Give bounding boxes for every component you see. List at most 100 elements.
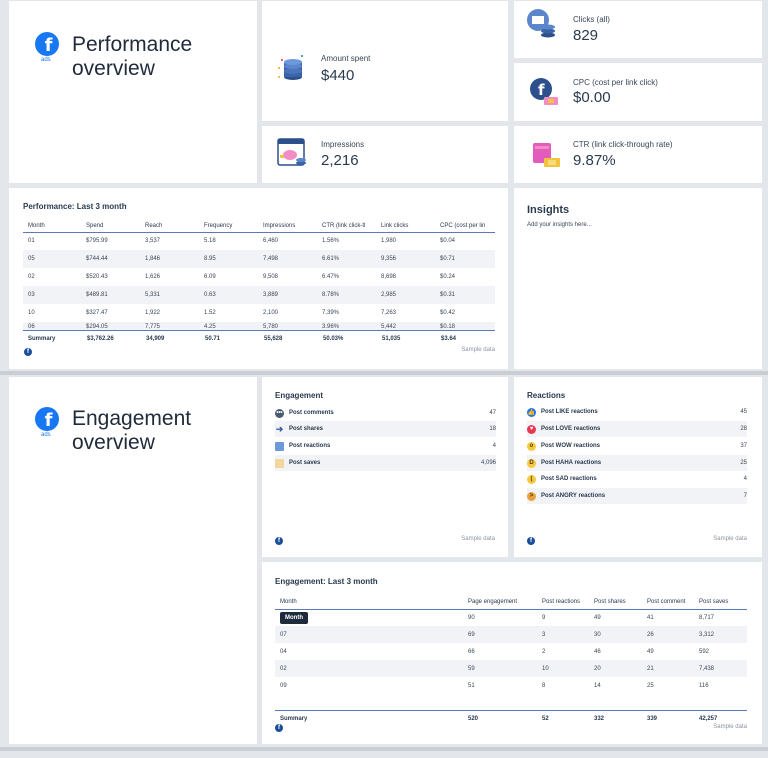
list-item-label: Post SAD reactions — [541, 476, 597, 482]
kpi-value: $0.00 — [573, 89, 611, 106]
sample-data-label: Sample data — [713, 724, 747, 730]
list-item-label: Post comments — [289, 410, 334, 416]
kpi-label: CPC (cost per link click) — [573, 78, 658, 87]
summary-cell: 51,035 — [382, 336, 401, 342]
column-header[interactable]: Frequency — [199, 220, 258, 233]
table-cell: 03 — [23, 286, 81, 304]
summary-cell: 34,909 — [146, 336, 165, 342]
column-header[interactable]: Impressions — [258, 220, 317, 233]
list-item-value: 18 — [489, 426, 496, 432]
list-item-value: 25 — [740, 460, 747, 466]
table-row: 07 69 3 30 26 3,312 — [275, 626, 747, 643]
table-cell: 4.25 — [199, 322, 258, 330]
angry-icon: > — [527, 491, 536, 501]
table-cell: 1,626 — [145, 274, 161, 280]
table-row: 01 $795.99 3,537 5.18 6,460 1.56% 1,980 $0.04 — [23, 232, 495, 250]
facebook-icon: f — [35, 407, 59, 431]
engagement-table-card: Engagement: Last 3 month f Sample data — [262, 562, 762, 744]
facebook-icon: f — [24, 348, 32, 356]
table-cell: 7.39% — [322, 310, 340, 316]
table-row: 02 59 10 20 21 7,438 — [275, 660, 747, 677]
kpi-ctr[interactable]: CTR (link click-through rate) 9.87% — [514, 126, 762, 183]
list-item-value: 4 — [743, 476, 747, 482]
column-header[interactable]: CPC (cost per lin — [435, 220, 495, 233]
kpi-cpc[interactable]: f CPC (cost per link click) $0.00 — [514, 63, 762, 121]
summary-cell: 520 — [468, 716, 479, 722]
column-header[interactable]: Post saves — [694, 595, 747, 610]
table-cell: 04 — [280, 648, 287, 655]
love-icon: ♥ — [527, 424, 536, 434]
table-cell: 7,775 — [140, 322, 199, 330]
list-item-value: 45 — [740, 409, 747, 415]
table-cell: Month — [275, 609, 463, 626]
table-cell: 1,846 — [140, 250, 199, 268]
column-header[interactable]: Page engagement — [463, 595, 537, 610]
kpi-amount-spent[interactable]: Amount spent $440 — [262, 1, 508, 121]
column-header[interactable]: CTR (link click-tl — [317, 220, 376, 233]
list-item-value: 37 — [740, 443, 747, 449]
sample-data-label: Sample data — [461, 536, 495, 542]
table-cell: 6.09 — [204, 274, 216, 280]
table-cell: 6,460 — [263, 238, 279, 245]
column-header[interactable]: Month — [275, 595, 463, 610]
table-cell: 14 — [594, 682, 601, 689]
column-header[interactable]: Post comment — [642, 595, 694, 610]
summary-cell: 332 — [594, 716, 605, 722]
table-cell: 66 — [468, 648, 475, 655]
summary-divider — [23, 330, 495, 331]
column-header[interactable]: Reach — [140, 220, 199, 233]
section-divider — [0, 747, 768, 751]
list-item-label: Post HAHA reactions — [541, 460, 602, 466]
column-header[interactable]: Post shares — [589, 595, 642, 610]
share-arrow-icon: ➜ — [275, 423, 284, 434]
table-cell: 5,780 — [258, 322, 317, 330]
reactions-icon — [275, 441, 284, 451]
table-row: 03 $489.81 5,331 0.63 3,889 8.78% 2,985 $0.31 — [23, 286, 495, 304]
table-cell: 09 — [280, 682, 287, 689]
kpi-value: $440 — [321, 67, 355, 84]
table-cell: 01 — [28, 238, 35, 245]
table-header-row: Month Spend Reach Frequency Impressions … — [23, 220, 495, 233]
engagement-table: Month Page engagement Post reactions Pos… — [275, 595, 747, 694]
table-row: 05 $744.44 1,846 8.95 7,498 6.61% 9,356 $0.71 — [23, 250, 495, 268]
list-item-value: 7 — [743, 493, 747, 499]
table-row: 06 $294.05 7,775 4.25 5,780 3.96% 5,442 $0.18 — [23, 322, 495, 330]
table-cell: 5,442 — [376, 322, 435, 330]
card-title: Reactions — [527, 391, 566, 400]
summary-cell: 52 — [542, 716, 549, 722]
table-cell: $0.04 — [440, 238, 456, 245]
kpi-label: Impressions — [321, 140, 365, 149]
kpi-impressions[interactable]: Impressions 2,216 — [262, 126, 508, 183]
summary-cell: Summary — [280, 716, 308, 722]
insights-body[interactable]: Add your insights here... — [527, 222, 592, 228]
column-header[interactable]: Month — [23, 220, 81, 233]
table-cell: $795.99 — [86, 238, 108, 245]
page-title: Engagement overview — [72, 407, 192, 454]
list-item: ➜ Post shares 18 — [275, 421, 496, 437]
list-item: ( Post SAD reactions 4 — [527, 471, 747, 487]
table-row: 10 $327.47 1,922 1.52 2,100 7.39% 7,263 $0.42 — [23, 304, 495, 322]
column-header[interactable]: Post reactions — [537, 595, 589, 610]
table-cell: 8,698 — [381, 274, 397, 280]
list-item-label: Post shares — [289, 426, 324, 432]
table-cell: $489.81 — [81, 286, 140, 304]
summary-cell: 55,628 — [264, 336, 283, 342]
kpi-label: CTR (link click-through rate) — [573, 140, 673, 149]
list-item-value: 28 — [740, 426, 747, 432]
table-cell: 2,100 — [263, 310, 279, 316]
list-item-label: Post WOW reactions — [541, 443, 601, 449]
column-header[interactable]: Spend — [81, 220, 140, 233]
table-cell: 3,312 — [694, 626, 747, 643]
facebook-coupon-icon: f — [530, 78, 558, 105]
kpi-clicks[interactable]: Clicks (all) 829 — [514, 1, 762, 58]
table-title: Engagement: Last 3 month — [275, 577, 378, 586]
sad-icon: ( — [527, 474, 536, 484]
list-item: Post saves 4,096 — [275, 455, 496, 471]
table-cell: 26 — [642, 626, 694, 643]
column-header[interactable]: Link clicks — [376, 220, 435, 233]
insights-card[interactable]: Insights Add your insights here... — [514, 188, 762, 369]
like-icon: 👍 — [527, 407, 536, 417]
table-cell: 7,438 — [694, 660, 747, 677]
haha-icon: D — [527, 458, 536, 468]
summary-cell: $3.64 — [441, 336, 457, 342]
